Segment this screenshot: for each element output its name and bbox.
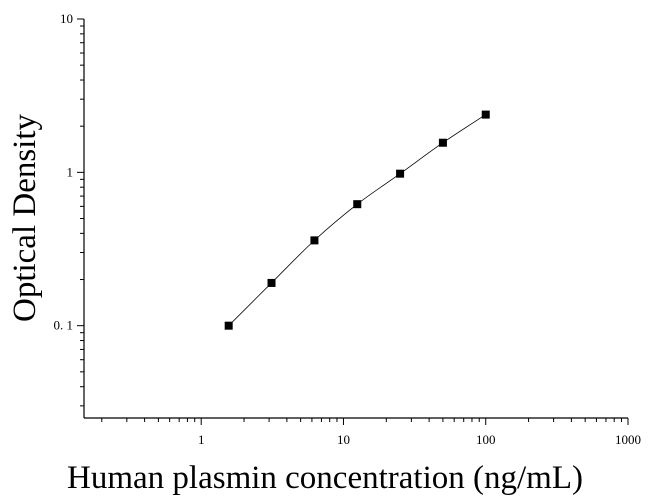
x-tick-label: 10	[337, 432, 350, 447]
axes	[83, 19, 628, 419]
x-tick-label: 100	[476, 432, 496, 447]
fit-curve	[228, 114, 486, 326]
y-tick-label: 1	[67, 164, 74, 179]
data-point	[481, 110, 490, 119]
data-point	[396, 169, 405, 178]
data-point	[310, 236, 319, 245]
data-point	[224, 321, 233, 330]
x-tick-label: 1	[198, 432, 205, 447]
x-ticks: 1 10 100 1000	[101, 418, 641, 447]
data-points	[224, 110, 490, 330]
data-point	[353, 200, 362, 209]
y-tick-label: 0. 1	[54, 318, 74, 333]
x-axis-title: Human plasmin concentration (ng/mL)	[67, 460, 583, 496]
data-point	[267, 278, 276, 287]
y-axis-title: Optical Density	[7, 113, 43, 322]
y-tick-label: 10	[60, 11, 73, 26]
y-ticks: 0. 1 1 10	[54, 11, 84, 407]
data-point	[438, 138, 447, 147]
x-tick-label: 1000	[615, 432, 641, 447]
